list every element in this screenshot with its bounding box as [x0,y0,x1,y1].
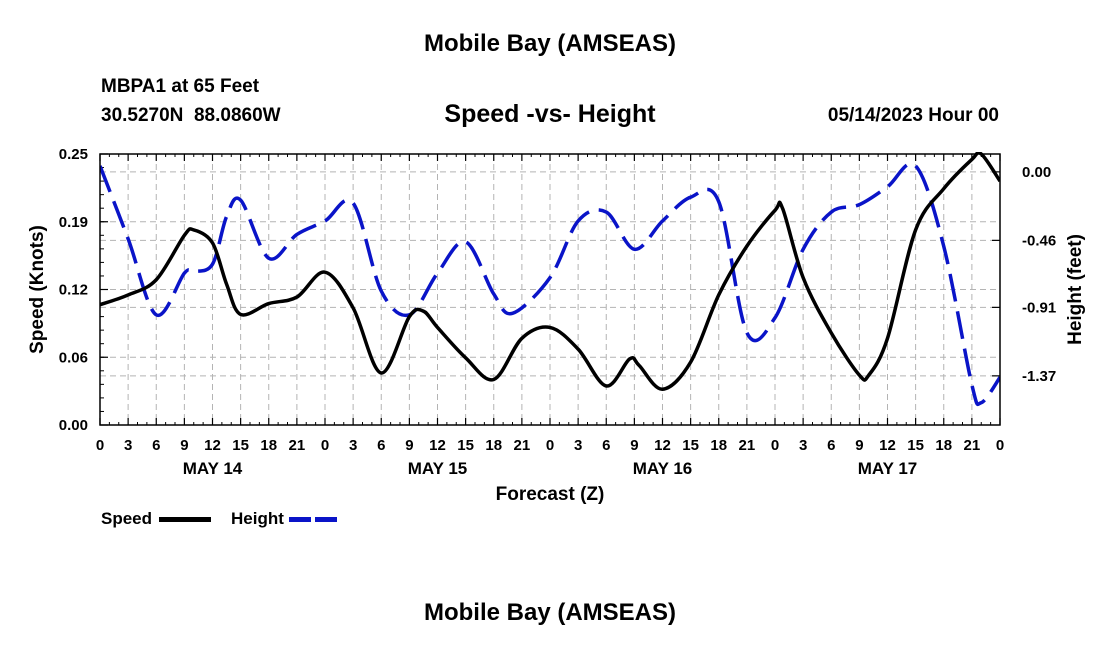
legend-height-label: Height [231,509,284,528]
y-left-tick-label: 0.19 [59,214,88,231]
x-tick-label: 12 [204,437,221,454]
forecast-timestamp: 05/14/2023 Hour 00 [827,105,999,126]
legend-height-swatch [288,517,341,523]
x-tick-label: 9 [855,437,863,454]
x-tick-label: 15 [907,437,924,454]
date-label: MAY 14 [183,459,243,478]
x-tick-label: 12 [429,437,446,454]
chart-subtitle: Speed -vs- Height [444,100,656,128]
x-tick-label: 6 [827,437,835,454]
y-right-tick-label: -0.91 [1022,299,1056,316]
chart-grid [100,154,1000,425]
x-tick-label: 0 [771,437,779,454]
series-line-height [100,161,1000,407]
x-tick-label: 12 [879,437,896,454]
station-coordinates: 30.5270N 88.0860W [101,105,281,126]
x-tick-label: 0 [996,437,1004,454]
x-tick-label: 0 [96,437,104,454]
x-tick-label: 18 [485,437,502,454]
legend-speed-label: Speed [101,509,153,528]
x-tick-label: 3 [574,437,582,454]
series-line-speed [100,152,1000,391]
x-tick-label: 9 [405,437,413,454]
y-left-tick-label: 0.25 [59,146,88,163]
x-tick-label: 18 [935,437,952,454]
chart-title: Mobile Bay (AMSEAS) [423,30,677,57]
y-right-tick-label: -0.46 [1022,232,1056,249]
chart-labels: 0 3 6 9 12 15 18 21 0 3 6 9 12 15 18 21 0 3 6 9 12 15 18 21 0 3 6 9… [27,146,1086,505]
x-tick-label: 18 [710,437,727,454]
x-tick-label: 6 [377,437,385,454]
x-tick-label: 12 [654,437,671,454]
x-tick-label: 6 [602,437,610,454]
y-axis-label-left: Speed (Knots) [27,225,48,354]
legend-speed-swatch [158,517,211,523]
x-tick-label: 3 [124,437,132,454]
x-tick-label: 15 [457,437,474,454]
date-label: MAY 15 [408,459,468,478]
y-right-tick-label: 0.00 [1022,164,1051,181]
x-tick-label: 6 [152,437,160,454]
y-left-tick-label: 0.12 [59,282,88,299]
x-tick-label: 21 [289,437,306,454]
x-tick-label: 18 [260,437,277,454]
y-left-tick-label: 0.06 [59,349,88,366]
x-tick-label: 15 [682,437,699,454]
x-tick-label: 21 [964,437,981,454]
y-axis-label-right: Height (feet) [1065,234,1086,345]
x-tick-label: 3 [799,437,807,454]
station-name: MBPA1 at 65 Feet [101,76,260,97]
x-axis-label: Forecast (Z) [496,484,605,505]
plot-frame [99,153,1001,426]
x-tick-label: 21 [739,437,756,454]
footer-title: Mobile Bay (AMSEAS) [423,599,677,626]
x-tick-label: 15 [232,437,249,454]
chart-series [100,152,1000,407]
x-tick-label: 0 [321,437,329,454]
legend-item-height: Height [231,509,341,529]
y-right-tick-label: -1.37 [1022,368,1056,385]
legend-item-speed: Speed [101,509,211,529]
x-tick-label: 9 [180,437,188,454]
x-tick-label: 0 [546,437,554,454]
x-tick-label: 3 [349,437,357,454]
date-label: MAY 16 [633,459,693,478]
x-tick-label: 9 [630,437,638,454]
date-label: MAY 17 [858,459,918,478]
y-left-tick-label: 0.00 [59,417,88,434]
x-tick-label: 21 [514,437,531,454]
